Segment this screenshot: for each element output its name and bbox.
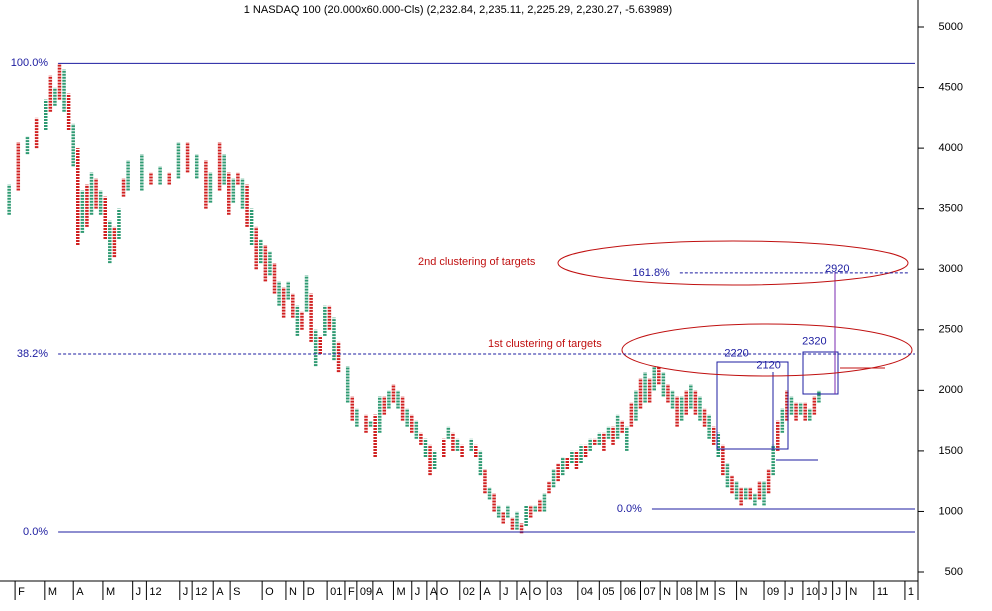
x-tick-label: 10 [806,586,818,598]
cluster-ellipse [557,240,909,286]
x-tick-label: J [822,586,828,598]
x-tick-label: 08 [680,586,692,598]
x-tick-label: 12 [149,586,161,598]
x-tick-label: 09 [767,586,779,598]
target-label: 2220 [724,348,748,360]
level-label: 38.2% [17,348,48,360]
columns [7,63,821,534]
level-label: 0.0% [617,503,642,515]
x-tick-label: 02 [463,586,475,598]
x-tick-label: M [48,586,57,598]
level-label: 161.8% [633,267,671,279]
x-tick-label: J [136,586,142,598]
y-tick-label: 1500 [939,445,963,457]
x-tick-label: N [849,586,857,598]
x-tick-label: J [836,586,842,598]
x-tick-label: J [415,586,421,598]
x-tick-label: A [376,586,384,598]
x-tick-label: 12 [195,586,207,598]
y-tick-label: 1000 [939,505,963,517]
y-tick-label: 3500 [939,203,963,215]
x-tick-label: D [307,586,315,598]
x-tick-label: A [216,586,224,598]
x-tick-label: M [106,586,115,598]
level-label: 100.0% [11,57,49,69]
y-tick-label: 4500 [939,81,963,93]
x-tick-label: 04 [581,586,593,598]
x-tick-label: N [740,586,748,598]
x-tick-label: J [503,586,509,598]
x-tick-label: S [718,586,725,598]
annotation: 2nd clustering of targets [418,256,536,268]
x-tick-label: A [76,586,84,598]
annotation: 1st clustering of targets [488,338,602,350]
x-tick-label: 01 [330,586,342,598]
target-label: 2320 [802,335,826,347]
target-box [716,361,789,450]
y-tick-label: 5000 [939,21,963,33]
x-tick-label: O [265,586,274,598]
x-tick-label: M [396,586,405,598]
x-tick-label: 05 [602,586,614,598]
level-label: 0.0% [23,526,48,538]
x-tick-label: O [533,586,542,598]
x-tick-label: A [483,586,491,598]
target-boxes [716,272,839,461]
y-tick-label: 2000 [939,384,963,396]
x-tick-label: 03 [550,586,562,598]
x-tick-label: A [520,586,528,598]
y-tick-label: 500 [945,566,963,578]
y-tick-label: 2500 [939,324,963,336]
target-label: 2920 [825,263,849,275]
y-tick-label: 4000 [939,142,963,154]
x-tick-label: F [18,586,25,598]
x-tick-label: N [289,586,297,598]
x-tick-label: J [788,586,794,598]
x-tick-label: J [183,586,189,598]
x-tick-label: A [430,586,438,598]
x-tick-label: 11 [877,586,888,598]
x-tick-label: 06 [624,586,636,598]
x-tick-label: M [700,586,709,598]
target-label: 2120 [756,360,780,372]
x-tick-label: F [348,586,355,598]
x-tick-label: N [663,586,671,598]
x-tick-label: S [233,586,240,598]
x-tick-label: 07 [644,586,656,598]
x-tick-label: 09 [360,586,372,598]
cluster-ellipse [621,323,913,377]
chart-title: 1 NASDAQ 100 (20.000x60.000-Cls) (2,232.… [244,4,672,16]
x-tick-label: 1 [908,586,914,598]
y-tick-label: 3000 [939,263,963,275]
x-tick-label: O [440,586,449,598]
